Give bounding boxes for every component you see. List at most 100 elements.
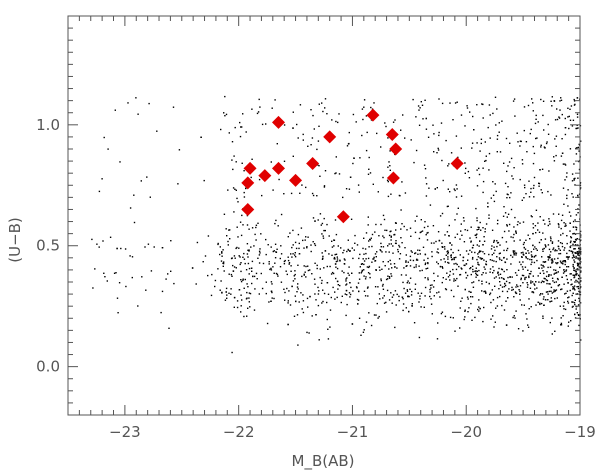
background-point bbox=[442, 179, 444, 182]
background-point bbox=[257, 111, 260, 113]
background-point bbox=[114, 109, 116, 111]
background-point bbox=[574, 233, 577, 235]
background-point bbox=[552, 248, 554, 251]
background-point bbox=[228, 132, 230, 134]
background-point bbox=[538, 241, 541, 244]
background-point bbox=[393, 233, 396, 236]
background-point bbox=[327, 293, 330, 295]
background-point bbox=[135, 97, 137, 99]
background-point bbox=[334, 291, 336, 293]
background-point bbox=[524, 278, 526, 281]
background-point bbox=[507, 297, 509, 299]
background-point bbox=[322, 255, 324, 258]
background-point bbox=[549, 321, 551, 324]
background-point bbox=[488, 217, 490, 219]
background-point bbox=[407, 261, 409, 263]
background-point bbox=[239, 263, 241, 266]
background-point bbox=[475, 270, 477, 272]
background-point bbox=[520, 252, 523, 254]
background-point bbox=[261, 123, 264, 126]
background-point bbox=[380, 249, 382, 252]
background-point bbox=[395, 229, 397, 231]
background-point bbox=[362, 258, 364, 260]
background-point bbox=[405, 265, 407, 267]
background-point bbox=[270, 267, 272, 270]
background-point bbox=[207, 235, 210, 237]
background-point bbox=[522, 243, 525, 246]
background-point bbox=[418, 124, 421, 126]
background-point bbox=[331, 271, 334, 274]
background-point bbox=[96, 243, 98, 245]
background-point bbox=[550, 100, 552, 102]
background-point bbox=[532, 291, 534, 293]
background-point bbox=[226, 294, 228, 296]
background-point bbox=[456, 233, 459, 235]
background-point bbox=[499, 244, 501, 246]
background-point bbox=[462, 217, 465, 219]
background-point bbox=[414, 231, 417, 234]
background-point bbox=[456, 101, 458, 103]
background-point bbox=[522, 261, 524, 263]
background-point bbox=[408, 282, 411, 284]
background-point bbox=[368, 265, 371, 268]
background-point bbox=[303, 274, 305, 276]
background-point bbox=[504, 212, 507, 214]
background-point bbox=[328, 235, 330, 237]
background-point bbox=[577, 194, 579, 197]
background-point bbox=[448, 262, 450, 264]
background-point bbox=[496, 296, 499, 299]
background-point bbox=[368, 246, 370, 248]
background-point bbox=[476, 258, 478, 261]
background-point bbox=[283, 260, 286, 263]
background-point bbox=[245, 187, 247, 190]
background-point bbox=[525, 141, 528, 143]
background-point bbox=[561, 152, 564, 154]
background-point bbox=[380, 146, 382, 148]
background-point bbox=[244, 278, 246, 281]
background-point bbox=[238, 289, 241, 291]
background-point bbox=[416, 259, 419, 261]
background-point bbox=[319, 276, 321, 279]
background-point bbox=[518, 261, 521, 263]
background-point bbox=[544, 244, 546, 246]
background-point bbox=[547, 133, 550, 135]
background-point bbox=[353, 157, 355, 159]
background-point bbox=[410, 139, 412, 141]
background-point bbox=[535, 118, 537, 120]
background-point bbox=[507, 165, 509, 167]
background-point bbox=[441, 159, 443, 162]
background-point bbox=[418, 336, 421, 339]
background-point bbox=[560, 288, 562, 291]
background-point bbox=[517, 269, 520, 271]
background-point bbox=[471, 247, 474, 249]
background-point bbox=[457, 249, 460, 252]
background-point bbox=[335, 253, 338, 255]
background-point bbox=[494, 183, 496, 185]
background-point bbox=[534, 122, 537, 125]
background-point bbox=[393, 263, 396, 265]
background-point bbox=[488, 104, 491, 106]
background-point bbox=[466, 274, 469, 277]
background-point bbox=[337, 121, 339, 124]
background-point bbox=[447, 188, 449, 190]
background-point bbox=[522, 251, 524, 254]
background-point bbox=[572, 265, 574, 268]
background-point bbox=[470, 241, 472, 243]
background-point bbox=[484, 141, 486, 143]
background-point bbox=[226, 235, 228, 237]
background-point bbox=[567, 266, 570, 268]
background-point bbox=[464, 172, 466, 174]
background-point bbox=[564, 133, 567, 136]
background-point bbox=[485, 292, 487, 294]
background-point bbox=[384, 265, 386, 267]
background-point bbox=[210, 294, 213, 297]
background-point bbox=[331, 254, 333, 256]
background-point bbox=[483, 306, 485, 309]
background-point bbox=[576, 244, 578, 246]
background-point bbox=[161, 290, 164, 293]
background-point bbox=[541, 280, 544, 282]
background-point bbox=[363, 260, 366, 262]
background-point bbox=[246, 253, 249, 255]
background-point bbox=[246, 214, 249, 217]
background-point bbox=[294, 241, 297, 244]
